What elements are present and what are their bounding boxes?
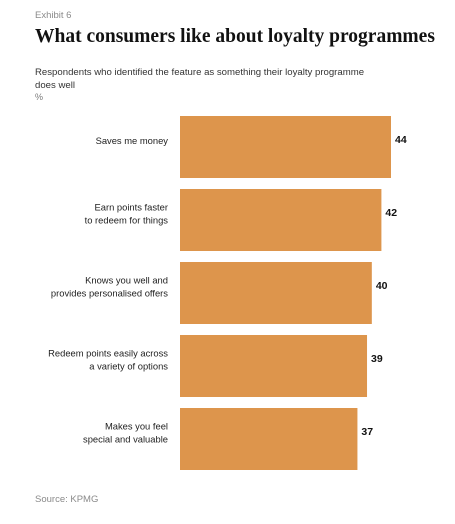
category-label-line: Saves me money xyxy=(96,135,169,146)
bar xyxy=(180,262,372,324)
category-label-line: provides personalised offers xyxy=(51,288,168,299)
source-note: Source: KPMG xyxy=(35,494,99,505)
category-label-line: Earn points faster xyxy=(95,202,168,213)
category-label: Saves me money xyxy=(96,135,169,146)
category-label-line: Redeem points easily across xyxy=(48,348,168,359)
exhibit-label: Exhibit 6 xyxy=(35,10,72,21)
category-label: Makes you feel special and valuable xyxy=(83,421,168,445)
bar xyxy=(180,116,391,178)
unit-label: % xyxy=(35,92,44,102)
category-label-line: Makes you feel xyxy=(105,421,168,432)
value-label: 37 xyxy=(361,426,373,438)
value-label: 42 xyxy=(385,207,397,219)
bar xyxy=(180,408,358,470)
chart-subtitle: Respondents who identified the feature a… xyxy=(35,67,365,91)
bar xyxy=(180,335,368,397)
chart-title: What consumers like about loyalty progra… xyxy=(35,26,435,47)
value-label: 44 xyxy=(395,134,407,146)
category-label: Earn points faster to redeem for things xyxy=(85,202,169,226)
category-label: Knows you well and provides personalised … xyxy=(51,275,168,299)
category-label-line: Knows you well and xyxy=(85,275,168,286)
category-label-line: a variety of options xyxy=(89,361,168,372)
category-label: Redeem points easily across a variety of … xyxy=(48,348,168,372)
category-label-line: to redeem for things xyxy=(85,215,169,226)
bar xyxy=(180,189,382,251)
value-label: 39 xyxy=(371,353,383,365)
value-label: 40 xyxy=(376,280,388,292)
category-label-line: special and valuable xyxy=(83,434,168,445)
